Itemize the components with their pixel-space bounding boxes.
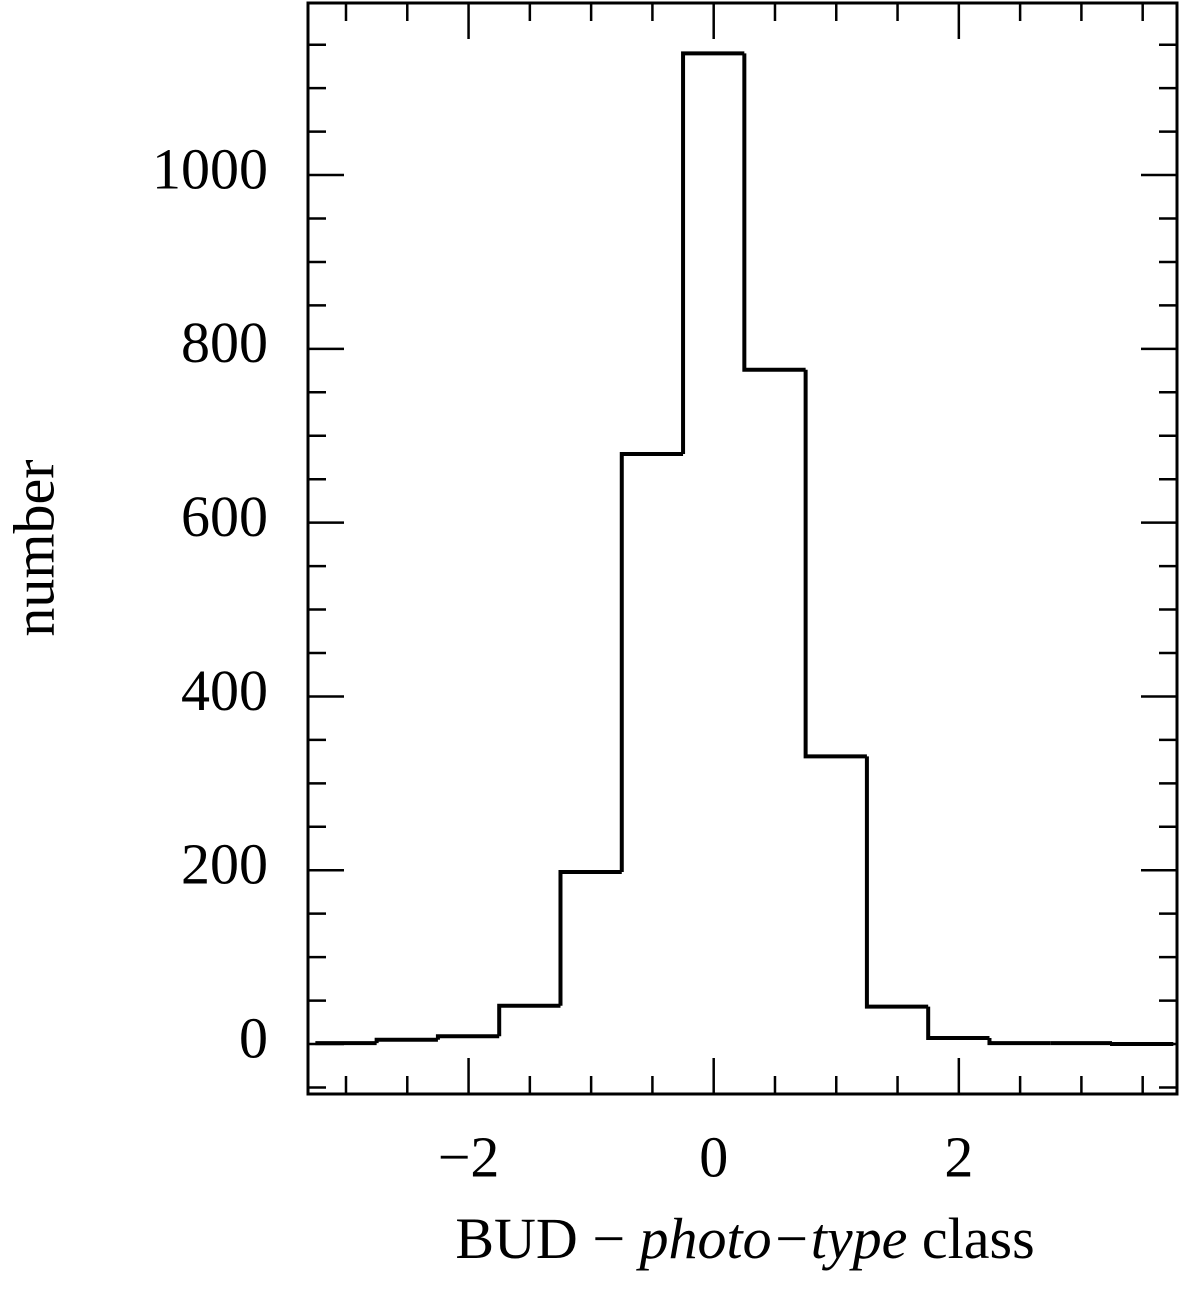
histogram-step (435, 1034, 500, 1040)
y-tick-label: 1000 (152, 136, 268, 201)
x-label-part: photo−type (636, 1206, 908, 1271)
histogram-step (619, 451, 684, 872)
histogram-step (926, 1006, 990, 1040)
x-tick-label: 0 (699, 1124, 728, 1189)
y-axis-label: number (1, 459, 66, 636)
histogram-step (558, 869, 622, 1006)
y-tick-label: 200 (181, 832, 268, 897)
x-axis-label: BUD − photo−type class (455, 1206, 1034, 1271)
histogram-step (374, 1037, 438, 1044)
x-label-part: BUD − (455, 1206, 639, 1271)
histogram-step (803, 369, 867, 759)
y-tick-label: 800 (181, 310, 268, 375)
y-tick-label: 600 (181, 484, 268, 549)
y-tick-label: 400 (181, 658, 268, 723)
histogram-step (497, 1003, 561, 1037)
histogram-step (987, 1037, 1051, 1046)
y-tick-label: 0 (239, 1005, 268, 1070)
x-label-part: class (907, 1206, 1034, 1271)
x-tick-label: −2 (438, 1124, 500, 1189)
histogram-step (1110, 1042, 1174, 1047)
histogram-step (864, 756, 929, 1009)
histogram-step (681, 51, 745, 454)
plot-frame (306, 1, 1179, 1096)
x-tick-label: 2 (944, 1124, 973, 1189)
histogram-step (742, 53, 806, 372)
